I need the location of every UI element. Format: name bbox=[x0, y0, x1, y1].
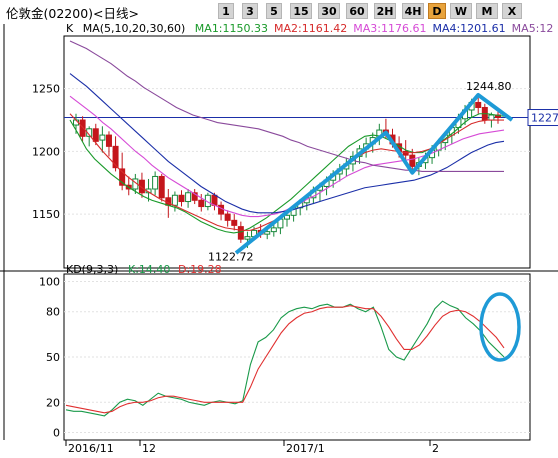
ma-k-label: K bbox=[66, 22, 74, 35]
period-button-d[interactable]: D bbox=[428, 3, 446, 19]
candle-body bbox=[224, 213, 231, 221]
kd-tick-label: 20 bbox=[46, 396, 60, 409]
annotation-ellipse bbox=[479, 292, 521, 362]
candle-body bbox=[105, 134, 112, 147]
ma-legend-item-3: MA3:1176.61 bbox=[353, 22, 427, 35]
x-axis-label: 2016/11 bbox=[68, 442, 114, 455]
candle-body bbox=[171, 194, 178, 206]
kd-tick-label: 100 bbox=[39, 276, 60, 289]
candle-body bbox=[211, 194, 218, 206]
current-price-box bbox=[527, 109, 558, 127]
candle-body bbox=[284, 214, 290, 220]
price-tick-label: 1150 bbox=[32, 208, 60, 221]
candle-body bbox=[178, 194, 185, 203]
candle-body bbox=[264, 231, 271, 235]
candle-body bbox=[244, 236, 251, 240]
kd-label: KD(9,3,3) bbox=[66, 263, 118, 276]
low-price-label: 1122.72 bbox=[208, 250, 254, 263]
d-line bbox=[65, 305, 505, 414]
kd-tick-label: 50 bbox=[46, 351, 60, 364]
high-price-label: 1244.80 bbox=[466, 80, 512, 93]
candle-body bbox=[231, 219, 238, 226]
candle-body bbox=[475, 101, 482, 108]
period-button-4h[interactable]: 4H bbox=[402, 3, 424, 19]
period-button-30[interactable]: 30 bbox=[318, 3, 340, 19]
price-tick-label: 1200 bbox=[32, 145, 60, 158]
ma5-line bbox=[69, 40, 504, 172]
ma-legend-item-5: MA5:12 bbox=[511, 22, 554, 35]
candle-body bbox=[185, 192, 192, 203]
candle-body bbox=[237, 226, 244, 240]
period-button-5[interactable]: 5 bbox=[266, 3, 282, 19]
candle-body bbox=[119, 168, 126, 186]
k-value-label: K:14.40 bbox=[128, 263, 170, 276]
chart-title: 伦敦金(02200)<日线> bbox=[6, 6, 139, 21]
candle-body bbox=[152, 175, 159, 190]
candle-body bbox=[488, 114, 495, 121]
ma-params: MA(5,10,20,30,60) bbox=[82, 22, 186, 35]
ma-legend-item-2: MA2:1161.42 bbox=[274, 22, 348, 35]
candle-body bbox=[112, 145, 119, 169]
period-button-3[interactable]: 3 bbox=[242, 3, 258, 19]
period-button-w[interactable]: W bbox=[450, 3, 472, 19]
d-value-label: D:19.28 bbox=[178, 263, 222, 276]
ma-legend-item-4: MA4:1201.61 bbox=[432, 22, 506, 35]
period-button-2h[interactable]: 2H bbox=[374, 3, 396, 19]
x-axis-label: 2 bbox=[432, 442, 439, 455]
period-button-60[interactable]: 60 bbox=[346, 3, 368, 19]
candle-body bbox=[198, 199, 205, 208]
toolbar: 伦敦金(02200)<日线> 1 3 5 15 30 60 2H 4H D W M X bbox=[0, 0, 558, 22]
current-price-label: 1227.09 bbox=[531, 112, 558, 125]
x-axis-label: 12 bbox=[142, 442, 156, 455]
candle-body bbox=[409, 154, 416, 167]
x-axis-label: 2017/1 bbox=[286, 442, 325, 455]
annotation-trend-line bbox=[234, 92, 514, 255]
ma-legend-item-1: MA1:1150.33 bbox=[194, 22, 269, 35]
candle-body bbox=[138, 179, 145, 194]
candle-body bbox=[191, 192, 198, 201]
candle-body bbox=[86, 128, 93, 137]
price-tick-label: 1250 bbox=[32, 83, 60, 96]
ma-legend: K MA(5,10,20,30,60) MA1:1150.33 MA2:1161.… bbox=[66, 22, 558, 35]
kd-tick-label: 80 bbox=[46, 306, 60, 319]
candle-body bbox=[92, 128, 99, 142]
candle-body bbox=[79, 119, 86, 137]
candle-body bbox=[402, 150, 409, 156]
price-panel-frame bbox=[63, 35, 531, 269]
k-line bbox=[65, 300, 505, 417]
candle-body bbox=[99, 134, 106, 141]
kd-tick-label: 0 bbox=[53, 426, 60, 439]
candle-body bbox=[218, 204, 225, 215]
period-button-15[interactable]: 15 bbox=[290, 3, 312, 19]
period-button-1[interactable]: 1 bbox=[218, 3, 234, 19]
period-button-x[interactable]: X bbox=[502, 3, 522, 19]
candle-body bbox=[270, 227, 277, 233]
period-button-m[interactable]: M bbox=[476, 3, 498, 19]
candle-body bbox=[158, 175, 165, 199]
